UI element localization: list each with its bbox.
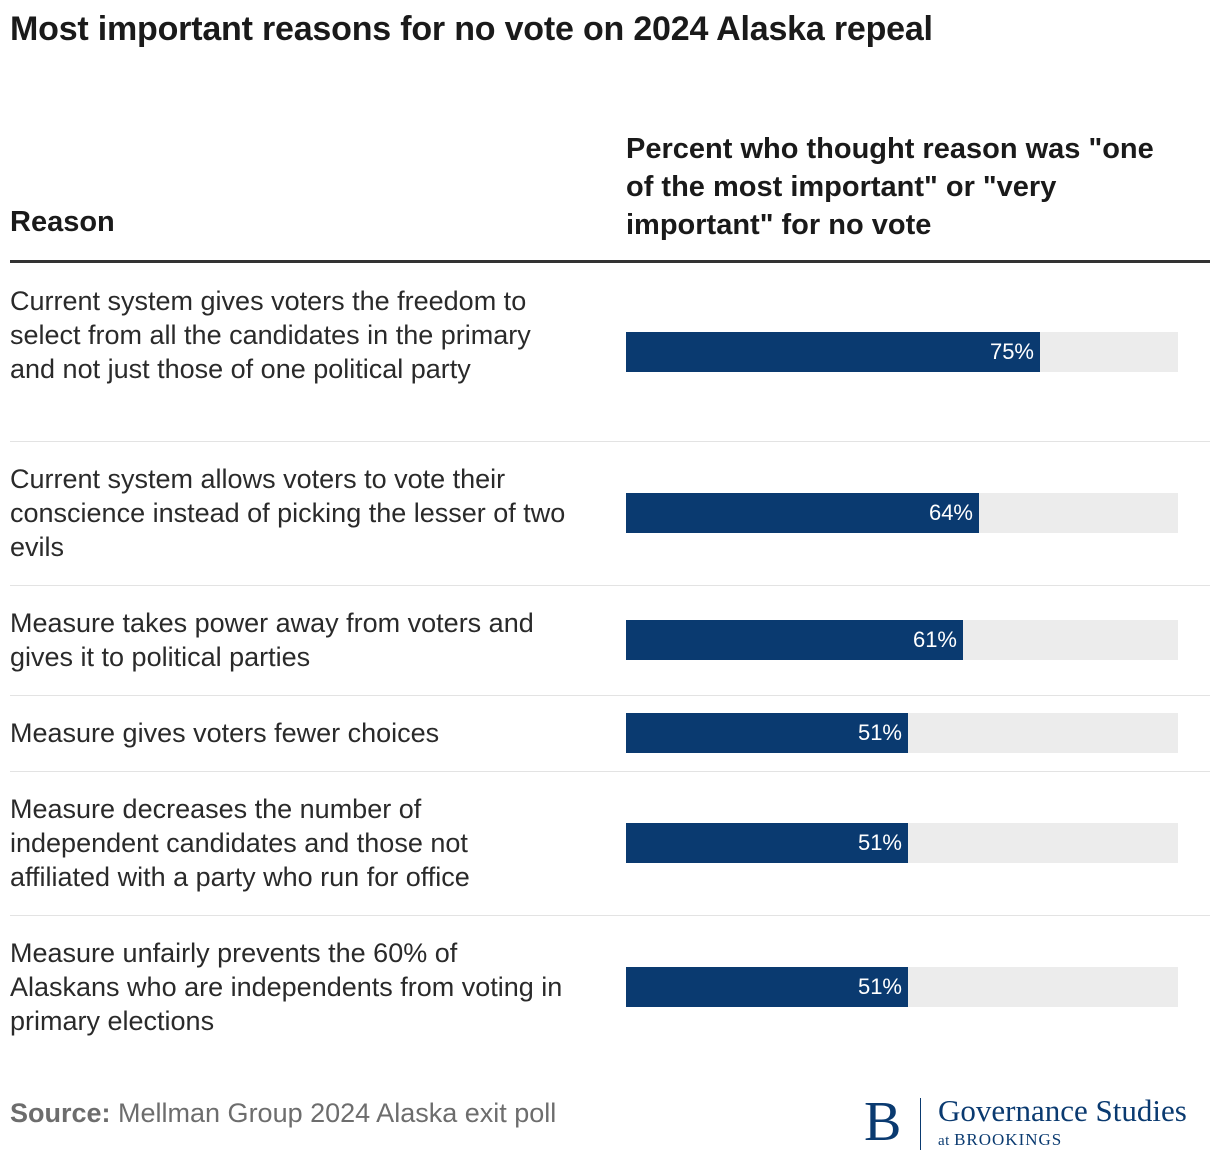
reason-label: Measure takes power away from voters and… — [10, 608, 534, 672]
bar: 51% — [626, 823, 908, 863]
bar-value-label: 51% — [857, 974, 902, 999]
bar: 51% — [626, 967, 908, 1007]
chart-row: Current system allows voters to vote the… — [10, 441, 1210, 586]
column-header-reason: Reason — [10, 206, 115, 238]
bar-track: 51% — [626, 823, 1178, 863]
bar: 51% — [626, 713, 908, 753]
bar-value-label: 75% — [989, 339, 1034, 364]
chart-row: Measure unfairly prevents the 60% of Ala… — [10, 915, 1210, 1059]
logo-mark: B — [864, 1091, 902, 1153]
chart-row: Measure takes power away from voters and… — [10, 585, 1210, 696]
source-label: Source: — [10, 1098, 111, 1128]
bar: 61% — [626, 620, 963, 660]
header-rule — [10, 260, 1210, 263]
bar-value-label: 51% — [857, 830, 902, 855]
reason-label: Current system gives voters the freedom … — [10, 286, 531, 384]
chart-row: Current system gives voters the freedom … — [10, 263, 1210, 442]
logo-sub-name: BROOKINGS — [954, 1130, 1063, 1149]
bar-track: 61% — [626, 620, 1178, 660]
logo-sub-prefix: at — [938, 1133, 950, 1149]
source-note: Source: Mellman Group 2024 Alaska exit p… — [10, 1098, 556, 1129]
source-text: Mellman Group 2024 Alaska exit poll — [110, 1098, 557, 1128]
chart-title: Most important reasons for no vote on 20… — [10, 10, 933, 48]
bar-track: 51% — [626, 967, 1178, 1007]
chart-row: Measure decreases the number of independ… — [10, 771, 1210, 916]
bar-value-label: 51% — [857, 720, 902, 745]
column-header-percent: Percent who thought reason was "one of t… — [626, 133, 1154, 241]
bar-track: 51% — [626, 713, 1178, 753]
bar-track: 75% — [626, 332, 1178, 372]
bar-track: 64% — [626, 493, 1178, 533]
logo-divider — [920, 1098, 921, 1150]
bar: 64% — [626, 493, 979, 533]
logo-name: Governance Studies — [938, 1093, 1187, 1128]
reason-label: Measure decreases the number of independ… — [10, 794, 470, 892]
logo-subtitle: at BROOKINGS — [938, 1130, 1062, 1150]
chart-row: Measure gives voters fewer choices 51% — [10, 695, 1210, 772]
reason-label: Measure gives voters fewer choices — [10, 718, 440, 748]
bar: 75% — [626, 332, 1040, 372]
bar-value-label: 64% — [928, 500, 973, 525]
reason-label: Current system allows voters to vote the… — [10, 464, 566, 562]
reason-label: Measure unfairly prevents the 60% of Ala… — [10, 938, 563, 1036]
bar-value-label: 61% — [912, 627, 957, 652]
